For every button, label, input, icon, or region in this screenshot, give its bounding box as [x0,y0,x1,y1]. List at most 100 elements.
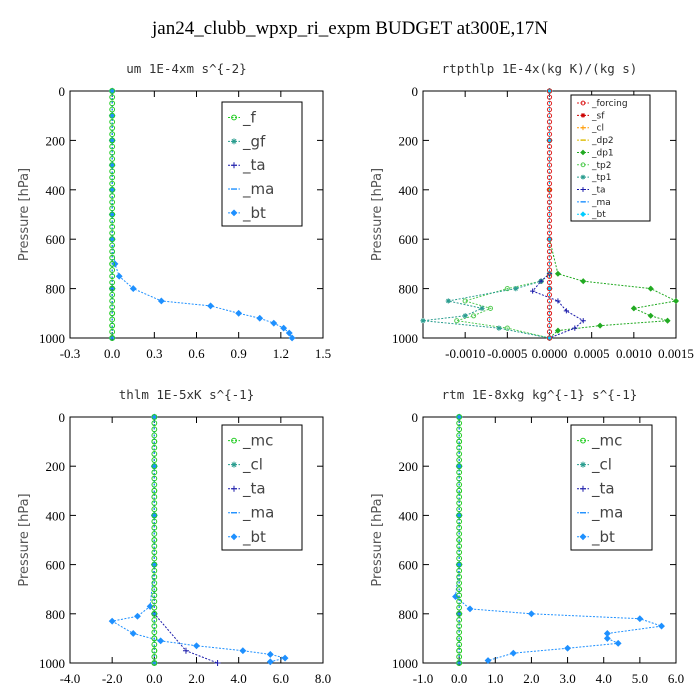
data-point [546,335,553,341]
data-point [456,592,463,599]
data-point [239,647,247,655]
x-tick-label: 0.0 [104,346,120,361]
data-point [456,438,463,445]
data-point [647,285,654,292]
panel-title: rtpthlp 1E-4x(kg K)/(kg s) [442,61,638,76]
x-tick-label: 0.0005 [574,346,610,361]
data-point [546,162,553,168]
series-line [422,91,550,339]
x-tick-label: 6.0 [668,671,684,686]
data-point [546,230,553,236]
data-point [456,549,463,556]
legend-entry: _ma [591,198,611,208]
zero-line-markers [151,414,158,666]
legend-entry: _ma [242,180,274,199]
data-point [151,567,158,574]
legend-swatch [231,114,237,121]
data-point [129,630,137,637]
legend-entry: _bt [242,204,266,223]
y-axis-label: Pressure [hPa] [17,493,32,586]
data-point [115,272,123,280]
data-point [151,635,158,642]
data-point [456,635,463,642]
data-point [109,88,116,94]
legend-entry: _mc [591,432,622,451]
x-tick-label: -4.0 [60,671,81,686]
data-point [456,426,463,433]
y-tick-label: 1000 [39,331,65,346]
x-tick-label: 2.0 [188,671,204,686]
y-tick-label: 200 [46,133,66,148]
data-point [456,475,463,482]
data-point [454,318,460,324]
data-point [151,444,158,451]
legend-swatch [580,174,586,180]
data-point [456,604,463,611]
data-point [528,610,535,618]
data-point [546,242,553,248]
data-point [456,414,463,420]
data-point [672,297,680,304]
legend-entry: _cl [591,456,612,475]
data-point [280,324,288,332]
legend: _f _gf _ta _ma _bt [221,101,303,227]
legend: _mc _cl _ta _ma _bt [570,424,653,551]
data-point [554,270,561,277]
data-point [151,481,158,488]
data-point [546,273,553,279]
data-point [546,143,553,150]
data-point [151,549,158,556]
data-point [513,286,519,292]
legend-swatch [580,112,586,118]
legend-entry: _ta [242,156,266,175]
data-point [546,94,553,100]
data-point [109,230,116,236]
y-tick-label: 800 [399,282,419,297]
y-tick-label: 1000 [39,656,65,671]
data-point [109,174,116,181]
data-point [109,149,116,156]
legend-swatch [230,533,238,541]
data-point [546,137,553,143]
data-point [109,316,116,323]
data-point [456,530,463,537]
y-axis-label: Pressure [hPa] [17,168,32,261]
legend-swatch [231,461,237,468]
y-tick-label: 200 [399,133,419,148]
data-point [151,623,158,629]
data-point [207,302,214,310]
data-point [151,500,158,507]
data-point [546,261,553,267]
x-tick-label: 0.0 [451,671,467,686]
data-point [151,610,158,617]
data-point [546,323,553,329]
data-point [109,236,116,243]
data-point [151,463,158,470]
x-tick-label: 8.0 [315,671,331,686]
x-tick-label: 4.0 [231,671,247,686]
y-tick-label: 400 [399,508,419,523]
data-point [151,561,158,568]
legend-entry: _ta [591,186,606,196]
legend-swatch [580,149,586,156]
data-point [109,125,116,131]
series-line [456,91,550,339]
data-point [538,278,544,284]
data-point [647,312,654,319]
data-point [109,106,116,113]
data-point [471,313,477,319]
y-tick-label: 600 [399,232,419,247]
y-tick-label: 400 [46,183,66,198]
data-point [546,156,553,162]
series-tp2 [454,88,553,341]
data-point [151,586,158,593]
data-point [456,494,463,500]
legend-entry: _ta [242,480,266,499]
data-point [193,642,200,650]
data-point [109,100,116,107]
data-point [546,224,553,230]
y-axis-label: Pressure [hPa] [370,168,385,261]
data-point [636,615,644,623]
x-tick-label: -1.0 [413,671,434,686]
data-point [109,279,116,286]
